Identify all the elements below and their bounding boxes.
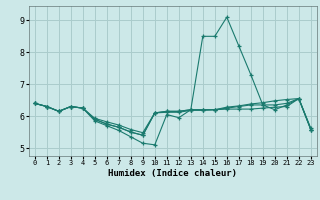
X-axis label: Humidex (Indice chaleur): Humidex (Indice chaleur) xyxy=(108,169,237,178)
